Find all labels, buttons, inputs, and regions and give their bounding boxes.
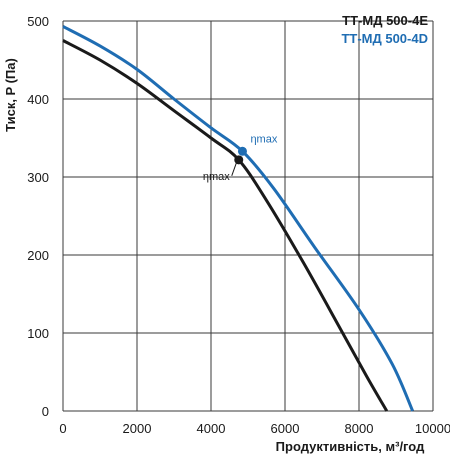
eta-max-label-4e: ηmax	[203, 171, 230, 183]
x-tick-labels: 0 2000 4000 6000 8000 10000	[59, 421, 450, 436]
series-line-4d	[62, 25, 415, 412]
x-tick-label: 2000	[123, 421, 152, 436]
series-line-4e	[62, 39, 389, 412]
y-tick-label: 400	[27, 92, 49, 107]
y-tick-label: 300	[27, 170, 49, 185]
y-tick-label: 0	[42, 404, 49, 419]
y-axis-title: Тиск, P (Па)	[3, 58, 18, 132]
y-tick-labels: 0 100 200 300 400 500	[27, 14, 49, 419]
grid-lines	[62, 20, 434, 412]
y-tick-label: 200	[27, 248, 49, 263]
y-tick-label: 100	[27, 326, 49, 341]
y-tick-label: 500	[27, 14, 49, 29]
x-tick-label: 6000	[271, 421, 300, 436]
eta-max-point-4d	[237, 146, 247, 156]
eta-max-leader-4e	[231, 161, 238, 177]
x-tick-label: 10000	[415, 421, 450, 436]
x-tick-label: 8000	[345, 421, 374, 436]
x-axis-title: Продуктивність, м³/год	[276, 439, 425, 454]
x-tick-label: 4000	[197, 421, 226, 436]
eta-max-label-4d: ηmax	[250, 133, 277, 145]
eta-max-point-4e	[234, 155, 244, 165]
legend-entry-4d: ТТ-МД 500-4D	[341, 31, 428, 46]
legend-entry-4e: ТТ-МД 500-4Е	[342, 13, 428, 28]
x-tick-label: 0	[59, 421, 66, 436]
series-curves	[62, 25, 415, 412]
eta-max-points: ηmax ηmax	[203, 133, 278, 183]
